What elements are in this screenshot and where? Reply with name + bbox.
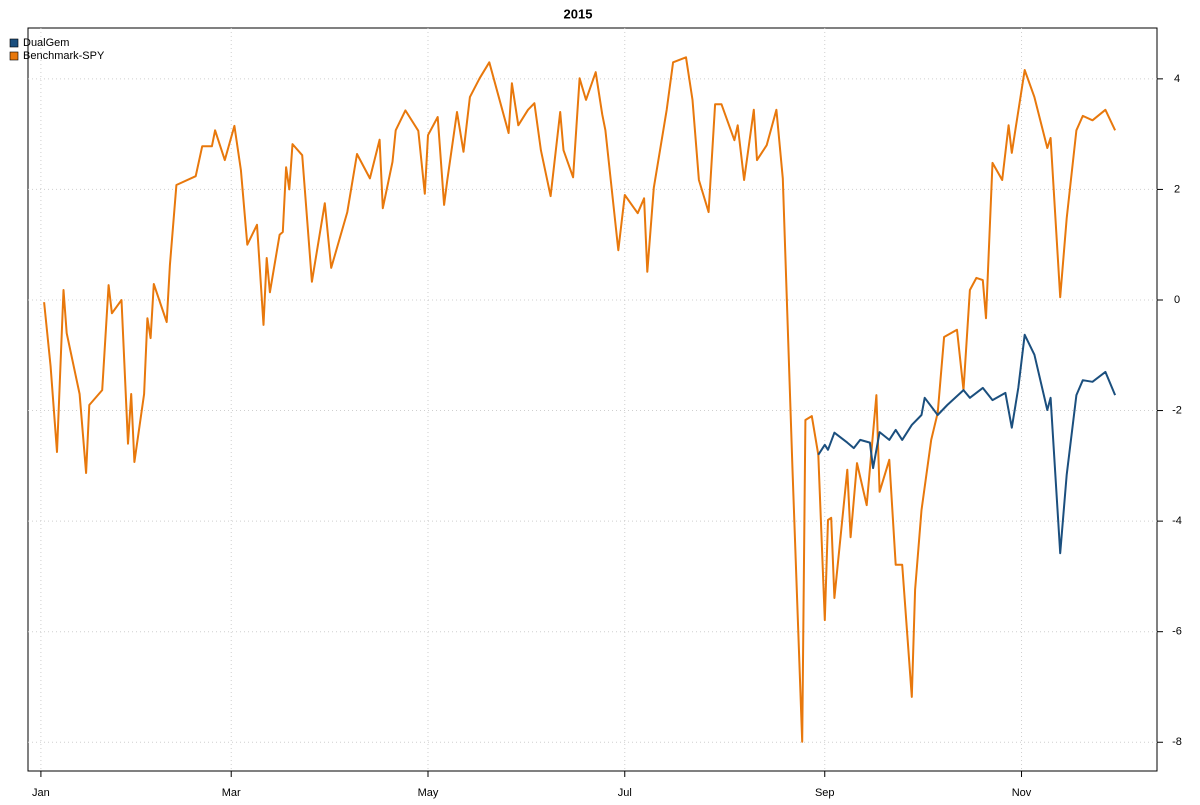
y-tick-label: 2 [1174, 183, 1180, 195]
x-tick-label: Jan [32, 787, 50, 799]
x-tick-label: May [418, 787, 439, 799]
legend-swatch [9, 51, 19, 61]
y-tick-label: 4 [1174, 73, 1180, 85]
legend-label: Benchmark-SPY [23, 50, 105, 62]
legend-label: DualGem [23, 37, 69, 49]
y-tick-label: -8 [1172, 736, 1182, 748]
chart-title: 2015 [564, 6, 593, 21]
y-tick-label: -6 [1172, 626, 1182, 638]
x-tick-label: Mar [222, 787, 241, 799]
plot-frame [27, 27, 1158, 772]
series-line [43, 56, 1117, 743]
y-tick-label: -4 [1172, 515, 1182, 527]
y-tick-label: -2 [1172, 404, 1182, 416]
legend-swatch [9, 38, 19, 48]
series-line [817, 333, 1117, 555]
x-tick-label: Jul [618, 787, 632, 799]
x-tick-label: Nov [1012, 787, 1032, 799]
x-tick-label: Sep [815, 787, 835, 799]
y-tick-label: 0 [1174, 294, 1180, 306]
